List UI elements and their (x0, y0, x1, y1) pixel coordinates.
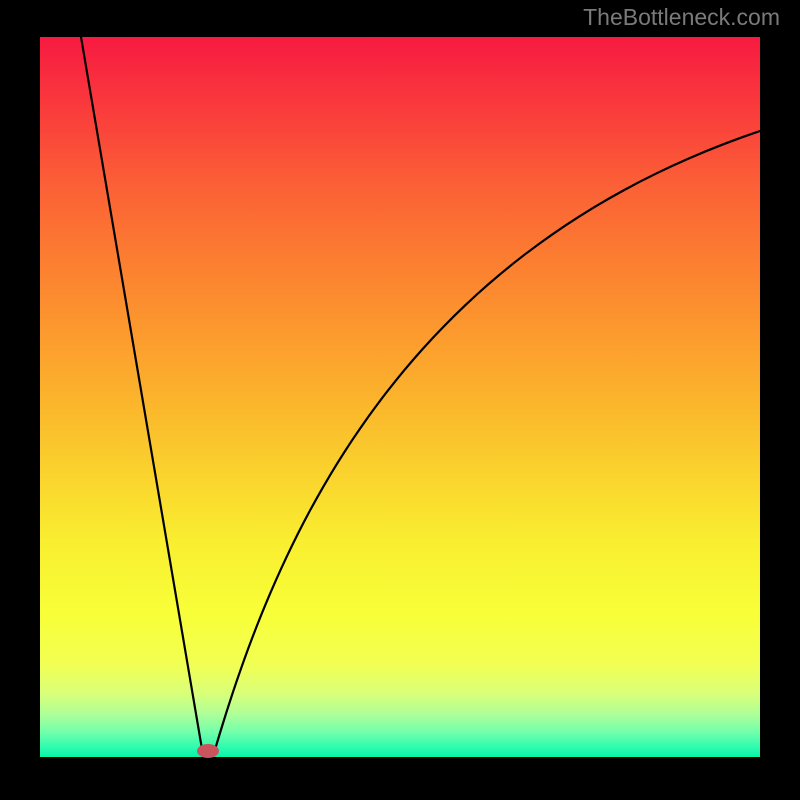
chart-frame: TheBottleneck.com (0, 0, 800, 800)
bottleneck-indicator (197, 744, 219, 758)
site-watermark: TheBottleneck.com (583, 4, 780, 31)
plot-area (40, 37, 760, 757)
bottleneck-curve (40, 37, 760, 757)
